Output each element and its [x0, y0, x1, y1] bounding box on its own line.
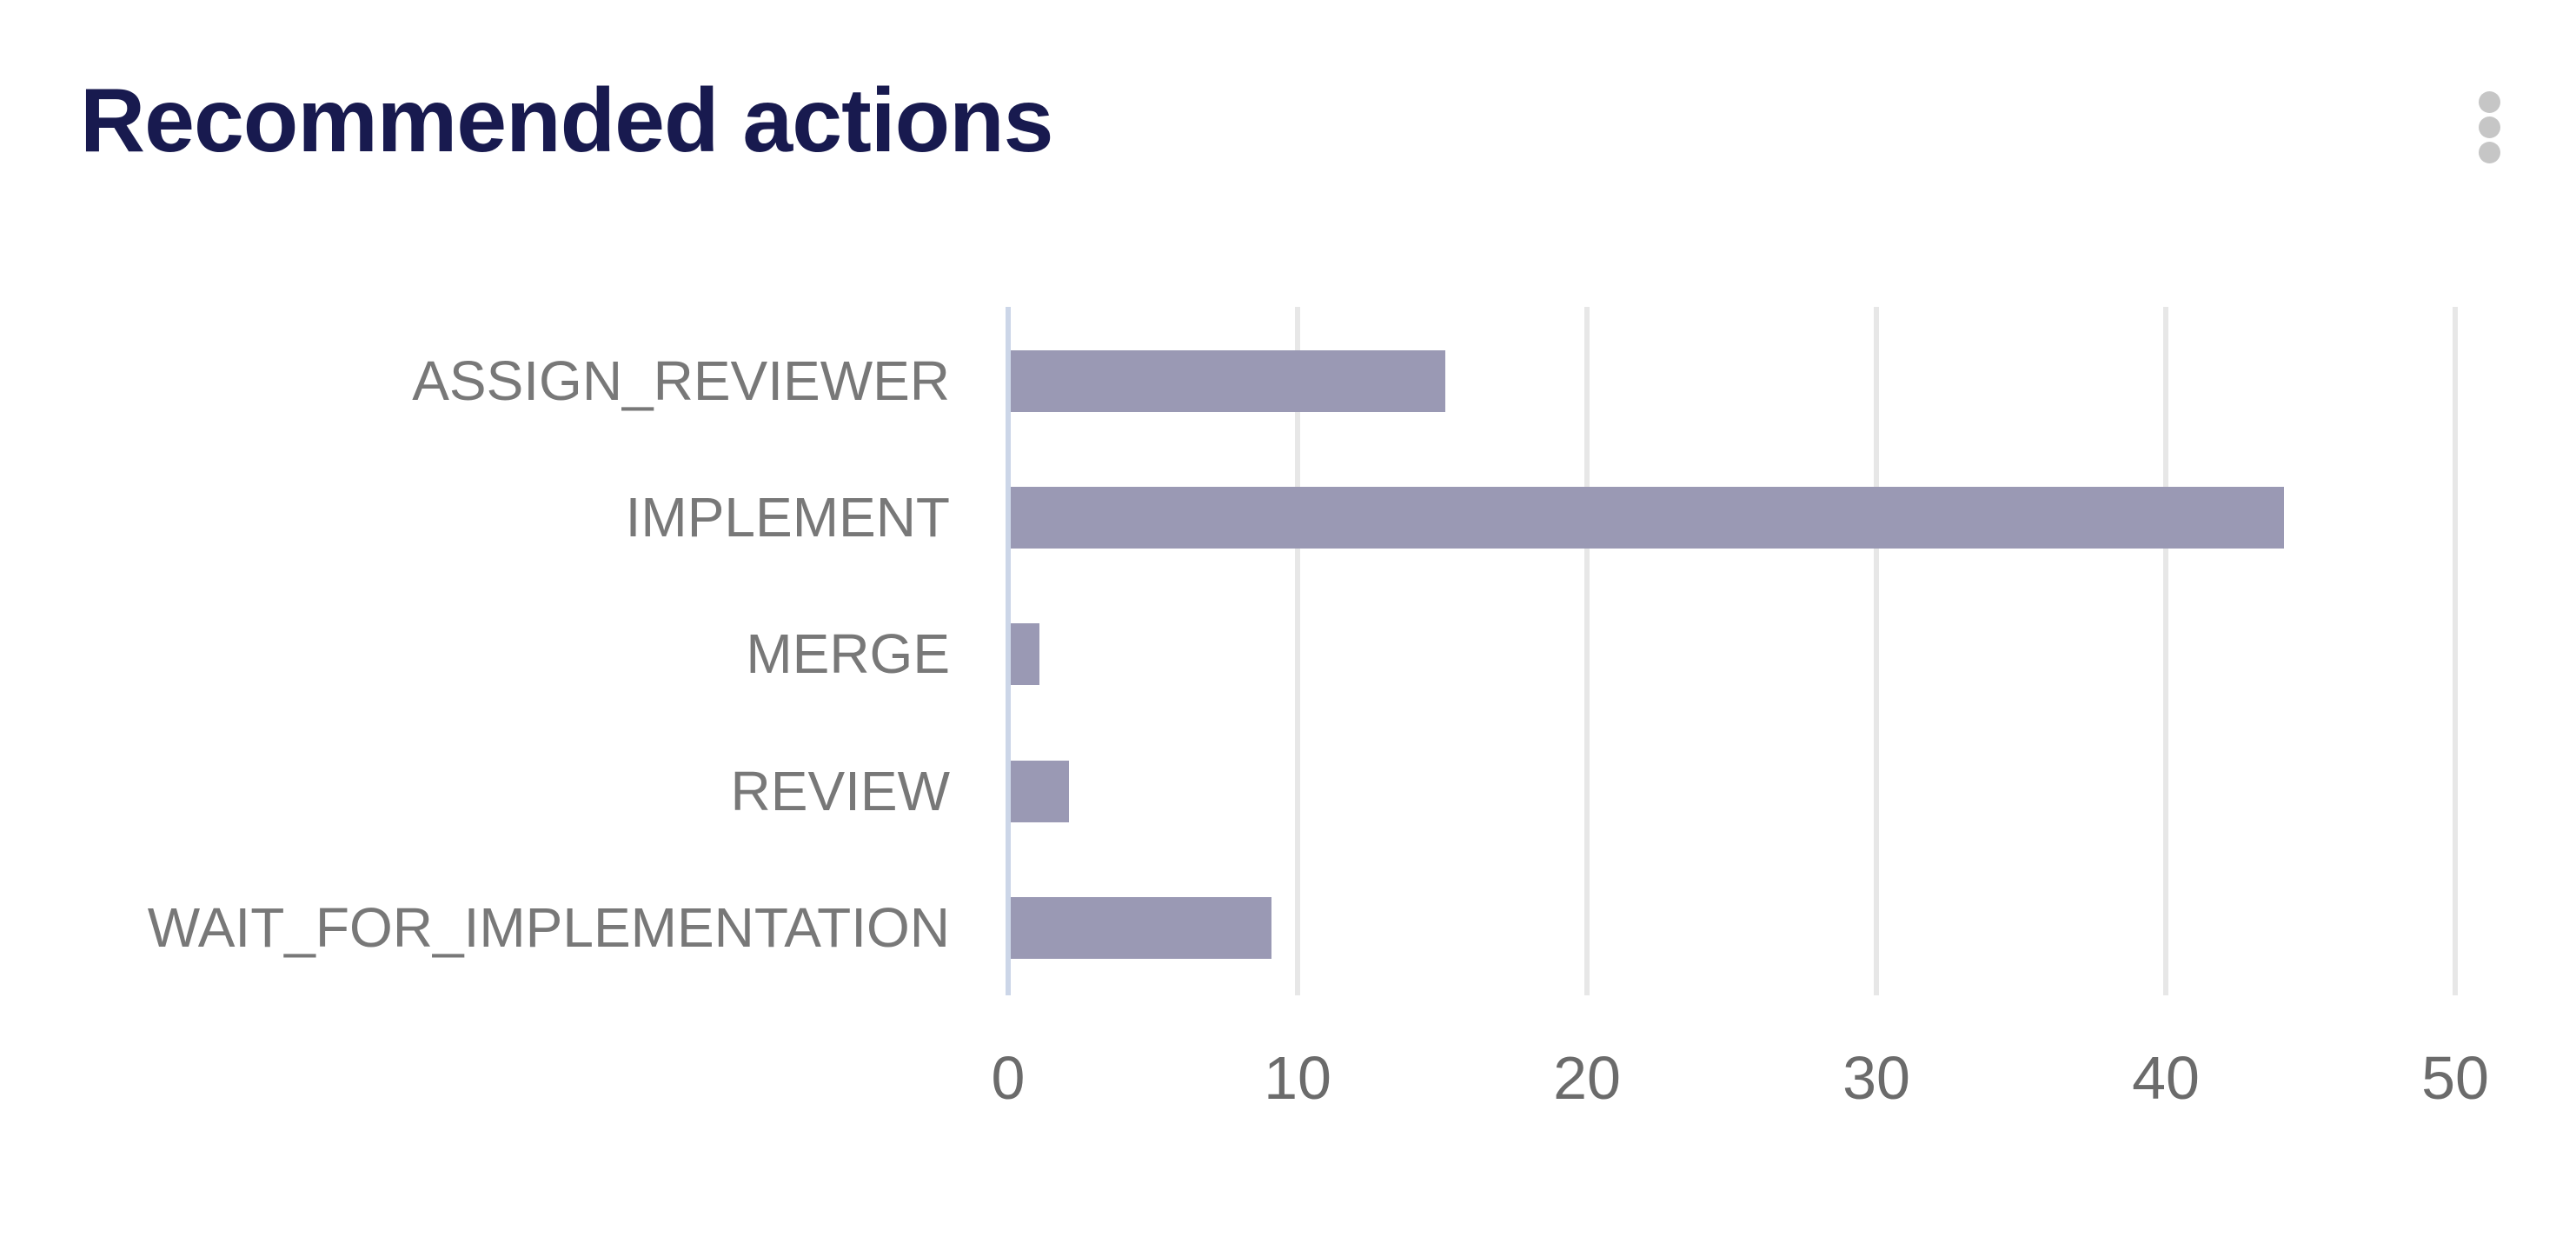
kebab-dot	[2478, 116, 2500, 138]
gridline-x-40	[2163, 307, 2168, 995]
gridline-x-30	[1874, 307, 1879, 995]
x-tick-label-50: 50	[2421, 1044, 2489, 1112]
category-label-implement: IMPLEMENT	[625, 485, 950, 549]
more-options-button[interactable]	[2465, 76, 2513, 177]
bar-merge[interactable]	[1011, 623, 1040, 686]
gridline-x-20	[1584, 307, 1590, 995]
category-label-review: REVIEW	[730, 759, 950, 822]
x-tick-label-10: 10	[1264, 1044, 1331, 1112]
kebab-dot	[2478, 141, 2500, 163]
chart-title: Recommended actions	[80, 70, 1054, 171]
gridline-x-10	[1295, 307, 1300, 995]
x-tick-label-0: 0	[991, 1044, 1026, 1112]
bar-implement[interactable]	[1011, 486, 2285, 549]
gridline-x-50	[2453, 307, 2458, 995]
category-label-merge: MERGE	[746, 622, 950, 686]
kebab-vertical-icon	[2465, 90, 2513, 163]
category-label-wait_for_implementation: WAIT_FOR_IMPLEMENTATION	[147, 896, 950, 960]
bar-review[interactable]	[1011, 760, 1069, 822]
y-axis-line	[1006, 307, 1011, 995]
x-tick-label-30: 30	[1842, 1044, 1910, 1112]
bar-wait_for_implementation[interactable]	[1011, 897, 1271, 960]
x-tick-label-20: 20	[1553, 1044, 1621, 1112]
bar-assign_reviewer[interactable]	[1011, 349, 1445, 412]
category-label-assign_reviewer: ASSIGN_REVIEWER	[412, 349, 950, 412]
kebab-dot	[2478, 90, 2500, 113]
x-tick-label-40: 40	[2132, 1044, 2200, 1112]
